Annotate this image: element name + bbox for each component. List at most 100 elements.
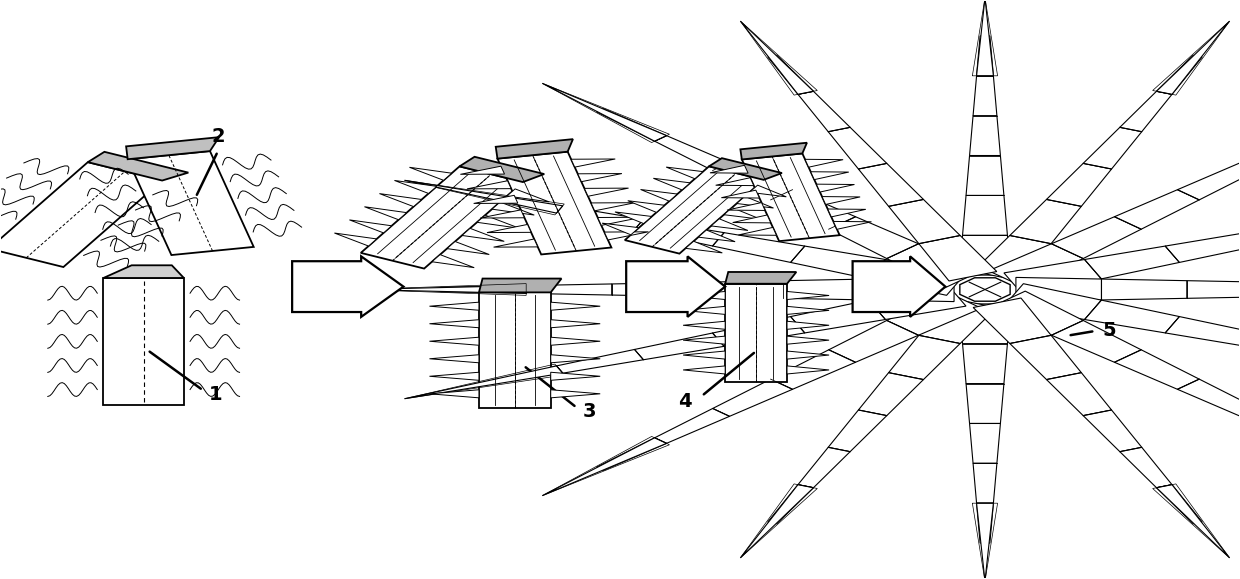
Polygon shape	[1166, 233, 1240, 262]
Polygon shape	[596, 109, 667, 141]
Polygon shape	[335, 233, 377, 246]
Polygon shape	[635, 333, 724, 360]
Polygon shape	[805, 159, 843, 167]
Polygon shape	[1101, 279, 1187, 300]
Polygon shape	[977, 503, 993, 543]
Polygon shape	[446, 241, 490, 255]
Polygon shape	[598, 217, 642, 225]
Polygon shape	[722, 190, 759, 198]
Polygon shape	[507, 189, 549, 202]
Polygon shape	[1120, 448, 1172, 488]
Polygon shape	[557, 350, 644, 373]
Polygon shape	[889, 335, 960, 380]
Polygon shape	[970, 423, 1001, 463]
Polygon shape	[977, 36, 993, 76]
Polygon shape	[626, 256, 725, 317]
Polygon shape	[711, 165, 748, 173]
Polygon shape	[551, 320, 600, 328]
Polygon shape	[683, 321, 725, 329]
Polygon shape	[497, 152, 611, 254]
Polygon shape	[787, 306, 830, 314]
Polygon shape	[697, 281, 782, 298]
Polygon shape	[768, 55, 813, 94]
Polygon shape	[603, 223, 639, 235]
Polygon shape	[683, 291, 725, 299]
Polygon shape	[365, 207, 407, 220]
Polygon shape	[625, 166, 764, 254]
Polygon shape	[811, 172, 849, 179]
Polygon shape	[1004, 259, 1101, 295]
Polygon shape	[591, 203, 635, 211]
Polygon shape	[429, 302, 479, 310]
Polygon shape	[959, 235, 1011, 275]
Polygon shape	[551, 337, 600, 345]
Polygon shape	[440, 285, 526, 294]
Polygon shape	[409, 167, 451, 180]
Polygon shape	[977, 0, 993, 76]
Polygon shape	[1115, 190, 1199, 229]
Polygon shape	[480, 210, 525, 218]
Polygon shape	[727, 203, 765, 210]
Polygon shape	[1052, 321, 1141, 362]
Polygon shape	[1178, 379, 1240, 416]
Polygon shape	[988, 291, 1084, 335]
Polygon shape	[822, 197, 861, 204]
Polygon shape	[496, 139, 573, 159]
Polygon shape	[827, 209, 866, 217]
Polygon shape	[394, 181, 436, 193]
Polygon shape	[988, 244, 1084, 288]
Polygon shape	[828, 410, 887, 452]
Polygon shape	[686, 241, 723, 253]
Polygon shape	[698, 230, 735, 241]
Polygon shape	[429, 390, 479, 398]
Polygon shape	[551, 372, 600, 380]
Polygon shape	[973, 236, 1052, 281]
Polygon shape	[683, 351, 725, 359]
Polygon shape	[725, 284, 787, 382]
Polygon shape	[1052, 217, 1141, 258]
Polygon shape	[429, 337, 479, 345]
Polygon shape	[358, 285, 526, 294]
Polygon shape	[474, 195, 518, 203]
Polygon shape	[683, 366, 725, 374]
Polygon shape	[828, 217, 919, 258]
Polygon shape	[1009, 199, 1081, 244]
Polygon shape	[787, 321, 830, 329]
Polygon shape	[429, 355, 479, 363]
Polygon shape	[1157, 21, 1230, 94]
Polygon shape	[479, 278, 562, 292]
Polygon shape	[868, 277, 954, 302]
Polygon shape	[1047, 163, 1111, 206]
Polygon shape	[962, 195, 1007, 235]
Polygon shape	[1120, 91, 1172, 131]
Polygon shape	[1004, 284, 1101, 320]
Polygon shape	[799, 448, 851, 488]
Polygon shape	[715, 178, 754, 186]
Polygon shape	[787, 351, 830, 359]
Polygon shape	[1084, 127, 1142, 169]
Polygon shape	[361, 166, 523, 269]
Polygon shape	[738, 228, 776, 235]
Text: 2: 2	[211, 127, 224, 146]
Polygon shape	[740, 21, 813, 94]
Polygon shape	[653, 178, 691, 190]
Polygon shape	[542, 83, 667, 141]
Polygon shape	[966, 156, 1004, 195]
Polygon shape	[887, 291, 981, 335]
Polygon shape	[771, 190, 856, 229]
Polygon shape	[853, 256, 945, 317]
Polygon shape	[542, 438, 667, 496]
Polygon shape	[479, 292, 551, 408]
Polygon shape	[740, 143, 807, 159]
Polygon shape	[404, 366, 563, 399]
Polygon shape	[791, 300, 885, 333]
Polygon shape	[1166, 317, 1240, 346]
Polygon shape	[479, 192, 563, 213]
Polygon shape	[557, 206, 644, 229]
Polygon shape	[1157, 55, 1203, 94]
Polygon shape	[578, 174, 622, 182]
Polygon shape	[683, 336, 725, 344]
Polygon shape	[713, 163, 792, 200]
Polygon shape	[655, 409, 729, 444]
Polygon shape	[799, 91, 851, 131]
